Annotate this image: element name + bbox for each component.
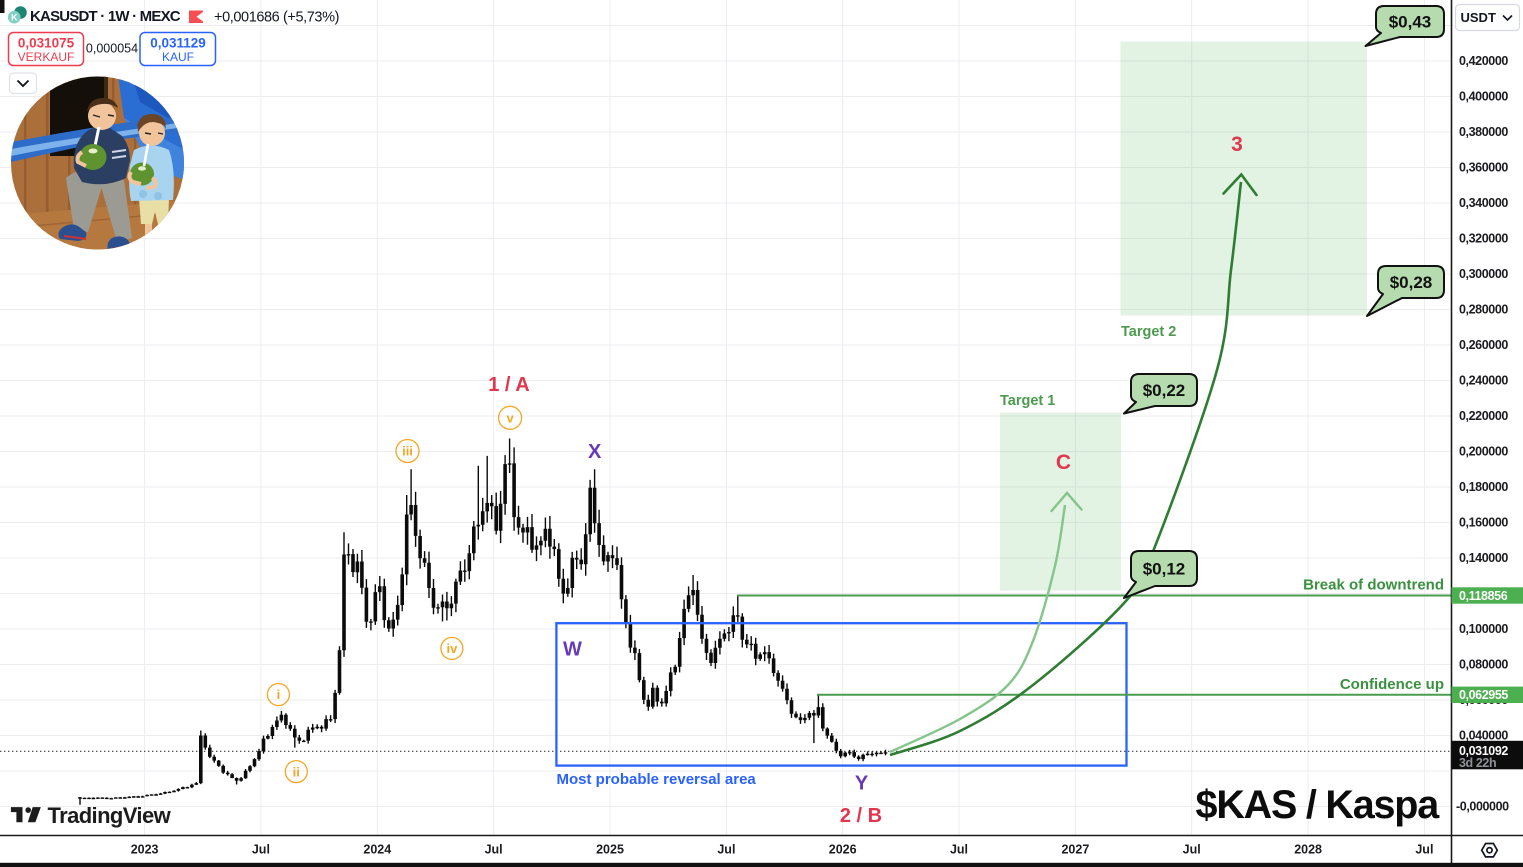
svg-text:-0,000000: -0,000000 xyxy=(1456,800,1509,814)
svg-text:0,180000: 0,180000 xyxy=(1459,480,1508,494)
svg-text:0,340000: 0,340000 xyxy=(1459,196,1508,210)
svg-text:0,380000: 0,380000 xyxy=(1459,125,1508,139)
svg-text:0,240000: 0,240000 xyxy=(1459,374,1508,388)
svg-text:Jul: Jul xyxy=(717,843,735,857)
svg-text:+0,001686 (+5,73%): +0,001686 (+5,73%) xyxy=(214,10,339,26)
svg-text:0,040000: 0,040000 xyxy=(1459,729,1508,743)
svg-text:Target 1: Target 1 xyxy=(1000,393,1055,409)
svg-text:C: C xyxy=(1056,451,1071,474)
svg-text:2025: 2025 xyxy=(596,843,624,857)
svg-text:2 / B: 2 / B xyxy=(840,805,882,827)
svg-text:$0,28: $0,28 xyxy=(1390,273,1433,292)
svg-text:W: W xyxy=(563,639,582,661)
svg-text:0,140000: 0,140000 xyxy=(1459,551,1508,565)
svg-text:iii: iii xyxy=(402,444,413,459)
svg-text:1 / A: 1 / A xyxy=(488,374,530,396)
svg-text:0,118856: 0,118856 xyxy=(1459,589,1508,603)
svg-text:2027: 2027 xyxy=(1061,843,1089,857)
svg-text:iv: iv xyxy=(446,641,458,656)
svg-text:Jul: Jul xyxy=(485,843,503,857)
svg-text:0,031075: 0,031075 xyxy=(18,36,75,51)
svg-text:v: v xyxy=(506,411,514,426)
svg-text:TradingView: TradingView xyxy=(48,803,172,828)
svg-text:0,280000: 0,280000 xyxy=(1459,303,1508,317)
svg-text:0,031092: 0,031092 xyxy=(1459,744,1508,758)
svg-text:Confidence up: Confidence up xyxy=(1340,676,1444,693)
svg-text:0,062955: 0,062955 xyxy=(1459,688,1508,702)
svg-text:Jul: Jul xyxy=(1415,843,1433,857)
svg-text:2024: 2024 xyxy=(363,843,391,857)
svg-text:0,160000: 0,160000 xyxy=(1459,516,1508,530)
svg-text:0,260000: 0,260000 xyxy=(1459,338,1508,352)
svg-text:0,400000: 0,400000 xyxy=(1459,90,1508,104)
svg-text:3d 22h: 3d 22h xyxy=(1459,756,1496,770)
svg-text:0,300000: 0,300000 xyxy=(1459,267,1508,281)
svg-text:X: X xyxy=(588,441,602,463)
svg-text:0,220000: 0,220000 xyxy=(1459,409,1508,423)
svg-text:0,080000: 0,080000 xyxy=(1459,658,1508,672)
svg-text:2026: 2026 xyxy=(829,843,857,857)
svg-text:$0,43: $0,43 xyxy=(1389,13,1432,32)
svg-text:2028: 2028 xyxy=(1294,843,1322,857)
svg-text:0,000054: 0,000054 xyxy=(86,42,138,56)
svg-text:VERKAUF: VERKAUF xyxy=(18,50,75,64)
svg-text:Break of downtrend: Break of downtrend xyxy=(1303,577,1444,594)
svg-text:Most probable reversal area: Most probable reversal area xyxy=(557,771,757,788)
svg-text:0,420000: 0,420000 xyxy=(1459,54,1508,68)
svg-text:K: K xyxy=(11,13,18,23)
svg-text:Jul: Jul xyxy=(950,843,968,857)
svg-text:i: i xyxy=(277,687,281,702)
svg-text:KASUSDT · 1W · MEXC: KASUSDT · 1W · MEXC xyxy=(30,8,181,25)
svg-text:USDT: USDT xyxy=(1461,10,1496,25)
svg-text:$0,12: $0,12 xyxy=(1143,560,1186,579)
svg-text:2023: 2023 xyxy=(131,843,159,857)
svg-text:0,031129: 0,031129 xyxy=(150,36,206,51)
svg-text:Jul: Jul xyxy=(252,843,270,857)
svg-text:0,100000: 0,100000 xyxy=(1459,622,1508,636)
svg-text:Jul: Jul xyxy=(1183,843,1201,857)
svg-text:0,200000: 0,200000 xyxy=(1459,445,1508,459)
svg-text:3: 3 xyxy=(1231,133,1243,156)
svg-text:0,320000: 0,320000 xyxy=(1459,232,1508,246)
svg-text:$0,22: $0,22 xyxy=(1143,381,1186,400)
svg-text:Y: Y xyxy=(855,773,869,795)
svg-text:0,360000: 0,360000 xyxy=(1459,161,1508,175)
svg-text:KAUF: KAUF xyxy=(162,50,194,64)
svg-text:Target 2: Target 2 xyxy=(1121,324,1176,340)
svg-text:$KAS / Kaspa: $KAS / Kaspa xyxy=(1196,783,1441,827)
svg-text:ii: ii xyxy=(293,764,300,779)
